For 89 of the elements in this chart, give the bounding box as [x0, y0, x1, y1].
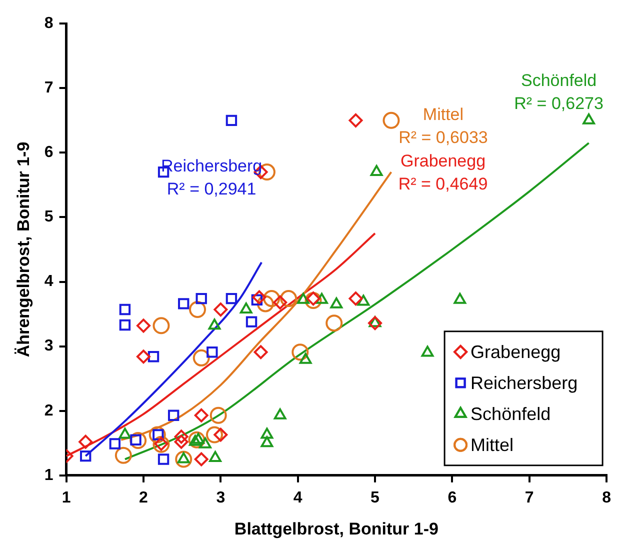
annotation: Grabenegg R² = 0,4649: [398, 152, 488, 194]
annotation: Mittel R² = 0,6033: [398, 105, 488, 148]
legend-label: Reichersberg: [470, 372, 578, 393]
x-tick-label: 2: [139, 489, 148, 506]
x-axis-title: Blattgelbrost, Bonitur 1-9: [234, 519, 438, 538]
point: [214, 428, 228, 442]
y-tick-label: 1: [44, 466, 54, 484]
point: [210, 406, 227, 424]
point: [188, 431, 206, 448]
point: [148, 426, 166, 444]
point: [118, 428, 132, 439]
point: [330, 297, 343, 308]
legend-label: Schönfeld: [470, 404, 551, 424]
point: [582, 113, 595, 124]
y-axis-title: Ährengelbrost, Bonitur 1-9: [14, 142, 33, 358]
point: [130, 432, 147, 450]
point: [246, 316, 258, 328]
point: [148, 351, 160, 362]
point: [174, 430, 188, 444]
y-tick-label: 5: [44, 208, 54, 226]
point: [178, 298, 190, 310]
point: [206, 346, 218, 358]
point: [192, 349, 210, 366]
point: [240, 302, 252, 314]
point: [152, 317, 170, 334]
point: [226, 114, 238, 126]
point: [368, 316, 382, 330]
point: [306, 292, 320, 306]
point: [382, 112, 400, 129]
y-tick-label: 2: [44, 402, 54, 420]
point: [136, 318, 150, 333]
legend-label: Grabenegg: [470, 342, 561, 362]
point: [206, 426, 223, 444]
x-tick-label: 3: [216, 489, 226, 506]
point: [304, 292, 322, 309]
point: [158, 454, 170, 465]
point: [136, 350, 150, 364]
legend-label: Mittel: [470, 434, 514, 455]
point: [348, 113, 363, 128]
point: [194, 408, 208, 422]
point: [80, 450, 92, 462]
y-tick-label: 8: [44, 15, 54, 32]
x-tick-label: 7: [524, 489, 534, 506]
point: [254, 345, 268, 360]
point: [274, 408, 286, 420]
point: [256, 295, 274, 312]
point: [196, 292, 207, 304]
point: [260, 436, 274, 448]
y-tick-label: 3: [44, 338, 54, 355]
point: [297, 292, 310, 304]
point: [114, 446, 132, 464]
point: [260, 428, 274, 439]
point: [174, 434, 188, 449]
point: [348, 292, 363, 306]
point: [189, 301, 206, 318]
point: [357, 294, 370, 306]
x-tick-label: 5: [370, 489, 380, 506]
point: [280, 290, 298, 308]
x-tick-label: 4: [293, 489, 302, 506]
y-tick-label: 7: [44, 80, 54, 97]
annotation: Reichersberg R² = 0,2941: [161, 156, 262, 199]
point: [119, 319, 131, 331]
point: [273, 295, 288, 310]
point: [78, 434, 93, 449]
x-tick-label: 8: [602, 489, 612, 506]
point: [194, 452, 208, 466]
point: [370, 165, 383, 176]
annotation: Schönfeld R² = 0,6273: [514, 71, 604, 114]
point: [209, 450, 222, 462]
point: [326, 314, 343, 332]
point: [119, 304, 131, 316]
point: [292, 344, 309, 361]
point: [421, 346, 434, 357]
point: [454, 292, 466, 304]
x-tick-label: 6: [448, 489, 457, 506]
point: [252, 290, 266, 304]
point: [316, 292, 328, 304]
point: [226, 292, 238, 304]
point: [368, 316, 382, 328]
point: [199, 437, 212, 448]
x-tick-label: 1: [62, 489, 71, 506]
y-tick-label: 6: [44, 144, 54, 162]
point: [109, 438, 121, 450]
point: [263, 290, 280, 308]
point: [208, 318, 221, 330]
y-tick-label: 4: [44, 273, 54, 290]
point: [214, 302, 228, 317]
point: [175, 450, 192, 468]
point: [168, 410, 180, 421]
